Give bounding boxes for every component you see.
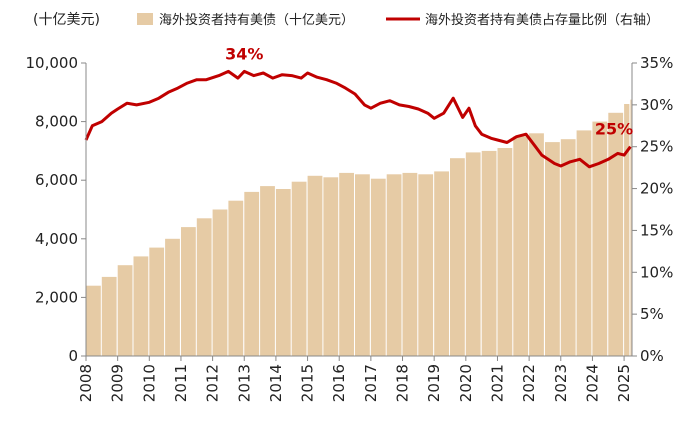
bar xyxy=(529,133,544,356)
y-right-tick-label: 0% xyxy=(640,347,664,365)
bar xyxy=(370,178,386,356)
y-right-tick-label: 15% xyxy=(640,221,673,239)
bar xyxy=(228,200,244,356)
bar xyxy=(630,99,632,356)
x-tick-label: 2015 xyxy=(299,364,317,402)
x-tick-label: 2009 xyxy=(109,364,127,402)
bar xyxy=(86,285,101,356)
x-tick-label: 2024 xyxy=(583,364,601,402)
bar xyxy=(307,175,323,356)
x-tick-label: 2025 xyxy=(615,364,633,402)
bars-layer xyxy=(86,99,632,357)
x-tick-label: 2023 xyxy=(552,364,570,402)
bar xyxy=(260,186,275,356)
bar xyxy=(275,189,291,356)
y-right-tick-label: 30% xyxy=(640,96,673,114)
y-left-tick-label: 10,000 xyxy=(26,54,79,72)
x-tick-label: 2021 xyxy=(488,364,506,402)
y-left-tick-label: 2,000 xyxy=(35,288,78,306)
bar xyxy=(624,104,630,356)
y-left-tick-label: 6,000 xyxy=(35,171,78,189)
annotation-label: 34% xyxy=(225,44,263,63)
x-tick-label: 2012 xyxy=(204,364,222,402)
x-tick-label: 2017 xyxy=(362,364,380,402)
bar xyxy=(402,172,418,356)
x-tick-label: 2020 xyxy=(457,364,475,402)
bar xyxy=(291,181,307,356)
bar xyxy=(181,227,196,356)
y-right-tick-label: 5% xyxy=(640,305,664,323)
bar xyxy=(434,171,449,356)
x-tick-label: 2018 xyxy=(394,364,412,402)
ticks-layer: 0 2,000 4,000 6,000 8,000 10,000 0% 5% 10% 15% 20%… xyxy=(26,54,674,402)
bar xyxy=(418,174,434,356)
y-right-tick-label: 35% xyxy=(640,54,673,72)
bar xyxy=(323,177,339,356)
bar xyxy=(560,139,576,356)
bar xyxy=(465,152,481,356)
bar xyxy=(101,276,117,356)
legend-bar-swatch xyxy=(137,13,153,25)
y-left-tick-label: 0 xyxy=(68,347,78,365)
x-tick-label: 2010 xyxy=(140,364,158,402)
x-tick-label: 2016 xyxy=(330,364,348,402)
line-layer xyxy=(84,69,632,169)
bar xyxy=(450,158,465,356)
bar xyxy=(592,121,608,356)
x-tick-label: 2022 xyxy=(520,364,538,402)
bar xyxy=(165,238,180,356)
legend-line-label: 海外投资者持有美债占存量比例（右轴） xyxy=(425,12,659,28)
y-right-tick-label: 20% xyxy=(640,180,673,198)
y-right-tick-label: 10% xyxy=(640,263,673,281)
bar xyxy=(513,136,529,357)
axes-layer xyxy=(85,63,633,357)
x-tick-label: 2011 xyxy=(172,364,190,402)
bar xyxy=(386,174,402,356)
bar xyxy=(576,130,592,356)
y-left-tick-label: 4,000 xyxy=(35,230,78,248)
x-tick-label: 2013 xyxy=(235,364,253,402)
bar xyxy=(545,142,560,356)
y-left-unit: (十亿美元) xyxy=(33,12,100,28)
legend: (十亿美元) 海外投资者持有美债（十亿美元） 海外投资者持有美债占存量比例（右轴… xyxy=(33,12,659,28)
bar xyxy=(133,256,149,356)
bar xyxy=(244,191,260,356)
x-tick-label: 2019 xyxy=(425,364,443,402)
bar xyxy=(117,265,133,356)
bar xyxy=(339,172,354,356)
y-right-tick-label: 25% xyxy=(640,138,673,156)
bar xyxy=(355,174,370,356)
annotations-layer: 34% 25% xyxy=(225,44,633,138)
y-left-tick-label: 8,000 xyxy=(35,113,78,131)
series-line xyxy=(84,69,632,169)
x-tick-label: 2008 xyxy=(77,364,95,402)
annotation-label: 25% xyxy=(595,120,633,139)
bar xyxy=(608,112,624,356)
x-tick-label: 2014 xyxy=(267,364,285,402)
bar xyxy=(481,150,497,356)
legend-bar-label: 海外投资者持有美债（十亿美元） xyxy=(159,12,354,28)
bar xyxy=(196,218,212,356)
bar xyxy=(149,247,165,356)
bar xyxy=(497,148,513,356)
bar xyxy=(212,209,228,356)
